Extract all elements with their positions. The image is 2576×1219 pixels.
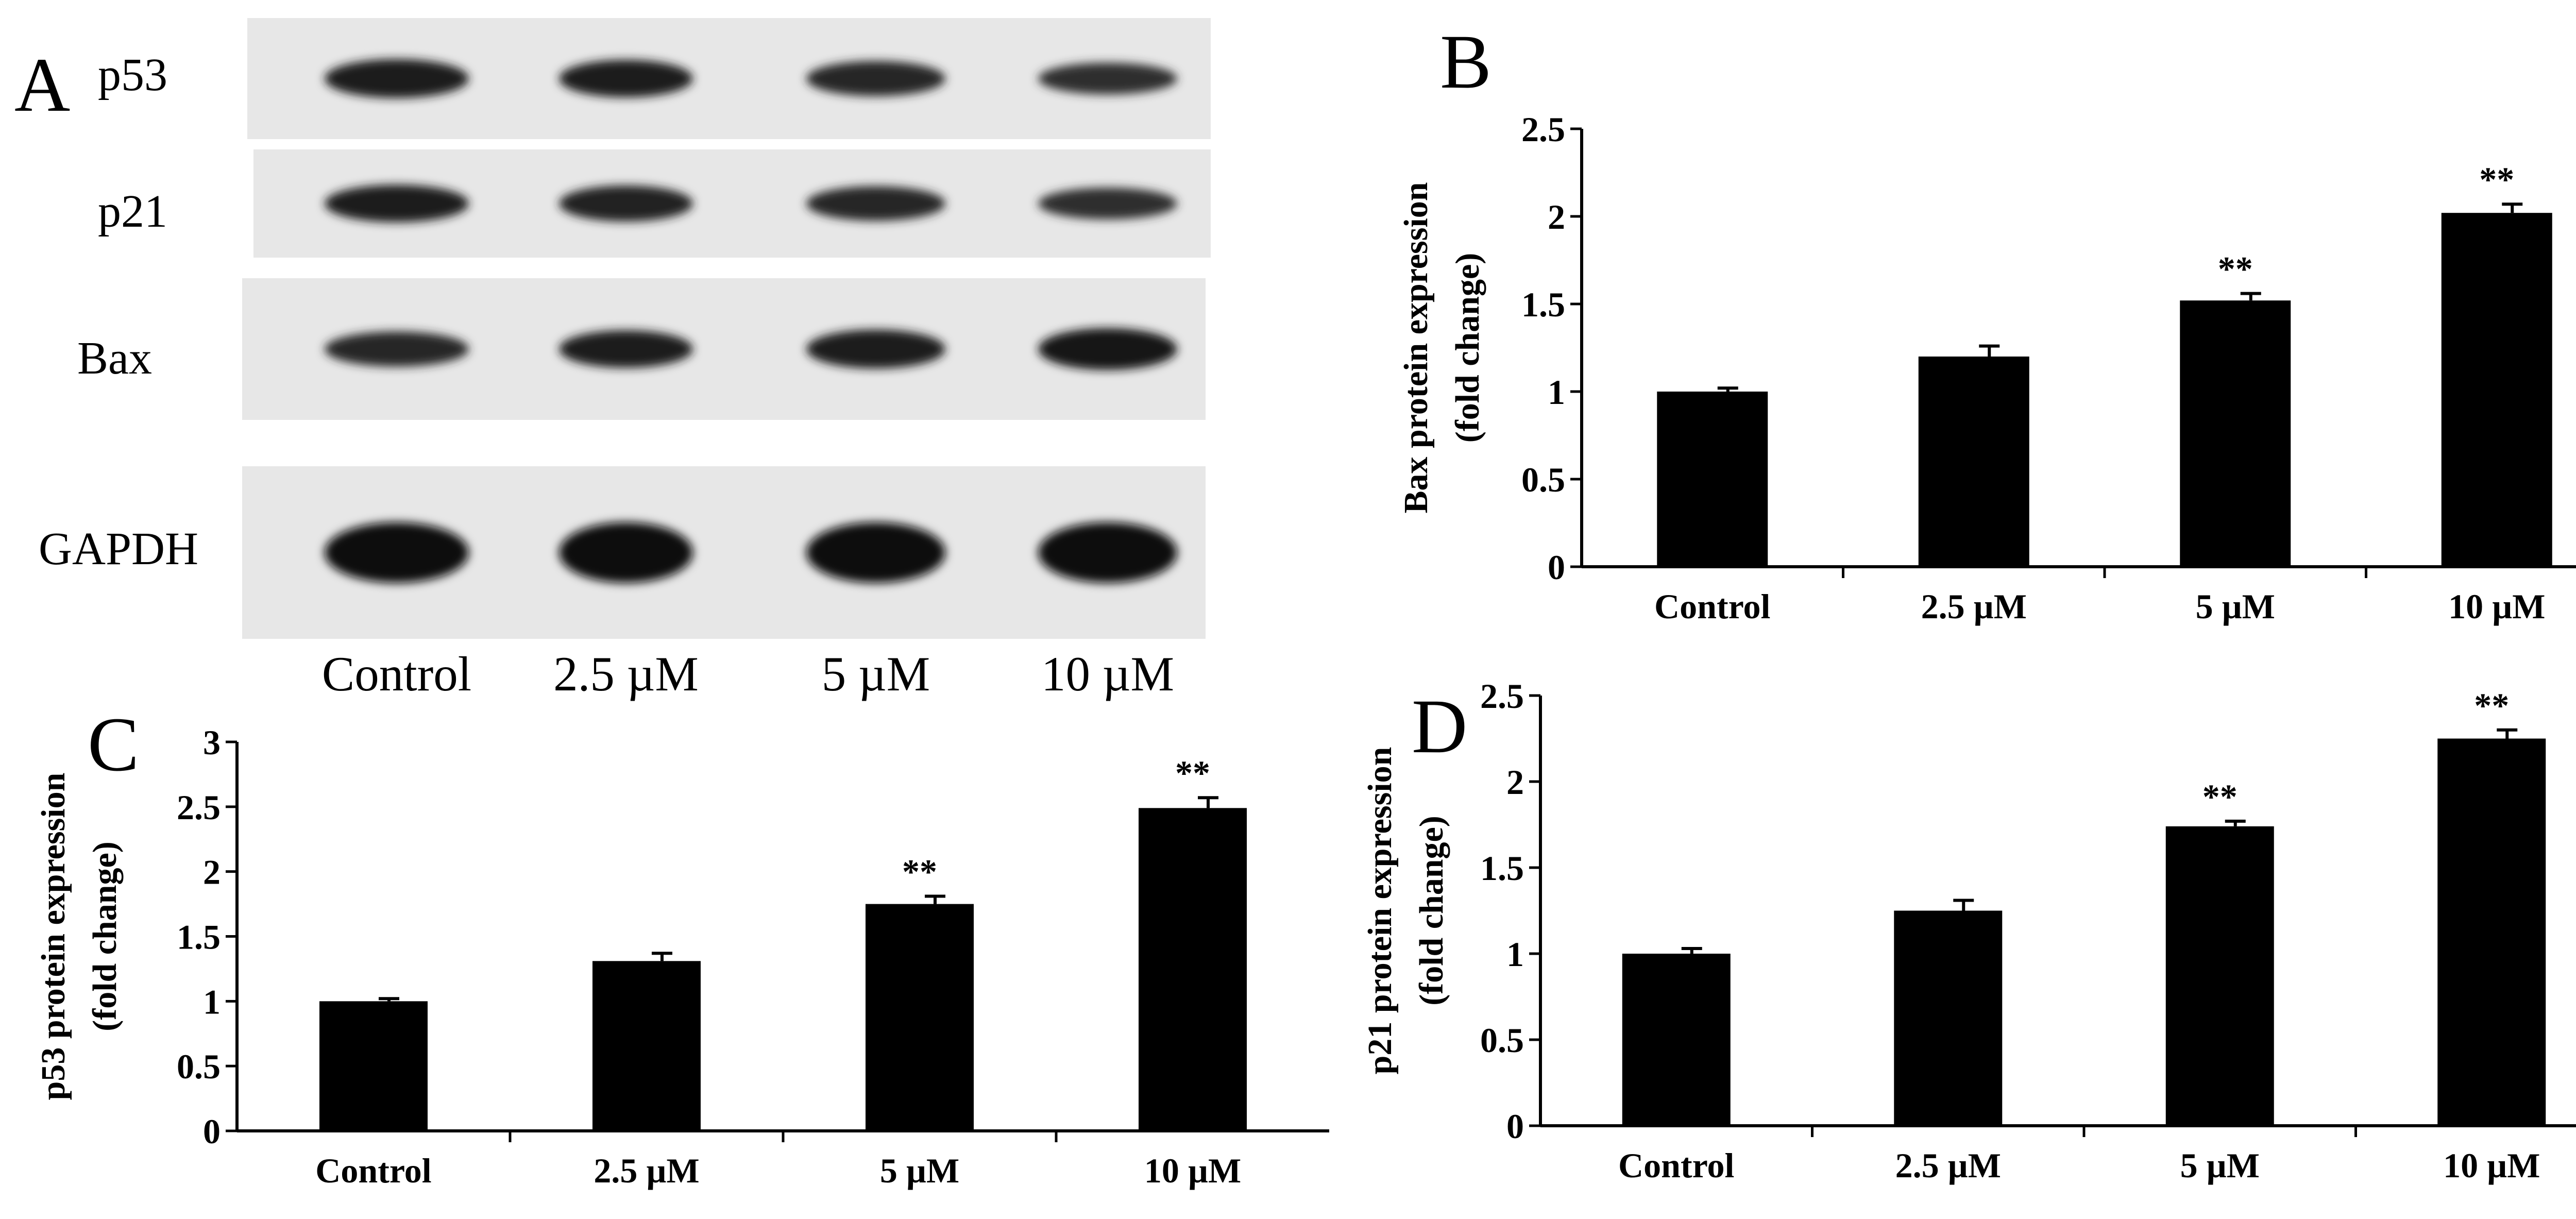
y-tick-label: 0.5 bbox=[1521, 460, 1565, 499]
y-tick-label: 2 bbox=[203, 853, 221, 892]
x-tick-label-10-um: 10 µM bbox=[1144, 1151, 1241, 1190]
blot-band bbox=[1038, 62, 1177, 95]
x-tick-label-2-5-um: 2.5 µM bbox=[1921, 587, 2027, 626]
significance-marker: ** bbox=[2479, 160, 2514, 199]
y-tick-label: 2.5 bbox=[1480, 676, 1524, 716]
y-axis-label-units: (fold change) bbox=[1413, 816, 1450, 1005]
x-tick-label-2-5-um: 2.5 µM bbox=[594, 1151, 699, 1190]
p53-bar-chart: C 0 0.5 1 1.5 2 2.5 3 Control 2.5 µM ** 5 µM ** 10 µ… bbox=[35, 702, 1329, 1190]
y-tick-label: 1.5 bbox=[1521, 285, 1565, 324]
y-tick-label: 0 bbox=[203, 1112, 221, 1151]
y-tick-label: 1.5 bbox=[177, 918, 221, 957]
panel-letter-b: B bbox=[1440, 19, 1492, 105]
blot-row-label: p53 bbox=[98, 49, 167, 100]
blot-band bbox=[325, 59, 469, 98]
lane-label-10-um: 10 µM bbox=[1041, 647, 1174, 701]
blot-band bbox=[325, 331, 469, 367]
panel-letter-c: C bbox=[88, 702, 139, 787]
x-tick-label-10-um: 10 µM bbox=[2448, 587, 2545, 626]
x-tick-label-10-um: 10 µM bbox=[2443, 1146, 2540, 1185]
x-tick-label-5-um: 5 µM bbox=[880, 1151, 959, 1190]
panel-letter-d: D bbox=[1412, 684, 1467, 769]
significance-marker: ** bbox=[2202, 777, 2238, 816]
blot-band bbox=[1038, 188, 1177, 219]
bar-control bbox=[319, 1001, 428, 1131]
blot-row-label: Bax bbox=[77, 333, 152, 384]
y-axis-label-units: (fold change) bbox=[86, 841, 124, 1031]
bar-2-5-um bbox=[592, 961, 701, 1131]
blot-row-label: p21 bbox=[98, 186, 167, 237]
y-tick-label: 3 bbox=[203, 723, 221, 762]
blot-row-gapdh: GAPDH bbox=[39, 466, 1206, 639]
panel-letter-a: A bbox=[14, 42, 70, 128]
blot-band bbox=[806, 61, 945, 96]
lane-label-5-um: 5 µM bbox=[822, 647, 930, 701]
significance-marker: ** bbox=[2474, 686, 2509, 725]
blot-row-bax: Bax bbox=[77, 278, 1206, 420]
y-tick-label: 0 bbox=[1506, 1107, 1524, 1146]
blot-band bbox=[559, 60, 693, 97]
y-tick-label: 2 bbox=[1506, 763, 1524, 802]
y-axis-label: p21 protein expression bbox=[1361, 747, 1399, 1075]
y-axis-label: p53 protein expression bbox=[35, 773, 72, 1101]
lane-label-control: Control bbox=[322, 647, 471, 701]
y-tick-label: 2.5 bbox=[177, 788, 221, 827]
blot-band bbox=[559, 522, 693, 583]
x-tick-label-control: Control bbox=[1618, 1146, 1734, 1185]
significance-marker: ** bbox=[902, 852, 937, 891]
x-tick-label-2-5-um: 2.5 µM bbox=[1895, 1146, 2001, 1185]
x-tick-label-5-um: 5 µM bbox=[2180, 1146, 2260, 1185]
blot-band bbox=[806, 522, 945, 583]
bar-control bbox=[1657, 392, 1768, 567]
significance-marker: ** bbox=[2218, 249, 2253, 289]
y-axis-label-units: (fold change) bbox=[1449, 253, 1486, 443]
y-tick-label: 0.5 bbox=[1480, 1021, 1524, 1060]
bar-10-um bbox=[2441, 213, 2552, 567]
bar-5-um bbox=[2165, 826, 2274, 1126]
blot-band bbox=[1038, 522, 1177, 583]
bar-2-5-um bbox=[1894, 910, 2003, 1126]
blot-row-p53: p53 bbox=[98, 18, 1211, 139]
significance-marker: ** bbox=[1175, 753, 1210, 792]
y-axis-label: Bax protein expression bbox=[1397, 182, 1435, 514]
y-tick-label: 1 bbox=[1506, 935, 1524, 974]
blot-row-p21: p21 bbox=[98, 149, 1211, 258]
bar-10-um bbox=[2437, 738, 2546, 1126]
blot-band bbox=[559, 330, 693, 368]
x-tick-label-5-um: 5 µM bbox=[2196, 587, 2275, 626]
y-tick-label: 0 bbox=[1548, 548, 1565, 587]
y-tick-label: 2.5 bbox=[1521, 110, 1565, 149]
lane-label-2-5-um: 2.5 µM bbox=[553, 647, 699, 701]
x-tick-label-control: Control bbox=[1654, 587, 1770, 626]
blot-band bbox=[1038, 328, 1177, 370]
bar-10-um bbox=[1139, 808, 1247, 1131]
x-tick-label-control: Control bbox=[315, 1151, 431, 1190]
bar-control bbox=[1622, 954, 1731, 1126]
blot-band bbox=[559, 185, 693, 222]
blot-row-label: GAPDH bbox=[39, 523, 198, 574]
y-tick-label: 1 bbox=[1548, 373, 1565, 412]
blot-band bbox=[325, 184, 469, 223]
p21-bar-chart: D 0 0.5 1 1.5 2 2.5 Control 2.5 µM ** 5 µM ** 10 µM… bbox=[1361, 676, 2576, 1185]
y-tick-label: 0.5 bbox=[177, 1047, 221, 1086]
blot-band bbox=[806, 329, 945, 369]
bax-bar-chart: B 0 0.5 1 1.5 2 2.5 Control 2.5 µM ** 5 µM ** 10 µM… bbox=[1397, 19, 2576, 626]
y-tick-label: 2 bbox=[1548, 197, 1565, 236]
bar-2-5-um bbox=[1918, 357, 2029, 567]
blot-band bbox=[325, 522, 469, 583]
western-blot-panel: A p53 p21 Bax GAPDH Control 2.5 µM 5 µM 10 µM bbox=[14, 18, 1211, 701]
bar-5-um bbox=[2180, 300, 2291, 567]
blot-band bbox=[806, 186, 945, 221]
y-tick-label: 1 bbox=[203, 982, 221, 1021]
bar-5-um bbox=[866, 904, 974, 1131]
y-tick-label: 1.5 bbox=[1480, 849, 1524, 888]
